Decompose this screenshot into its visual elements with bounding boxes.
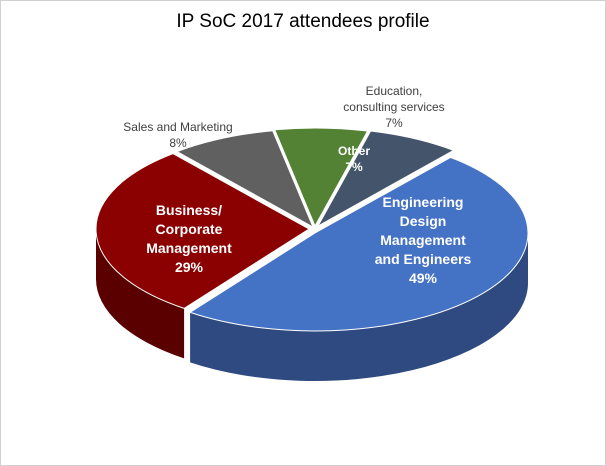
pie-slice — [273, 127, 369, 228]
slice-label-line: Engineering — [383, 194, 464, 210]
slice-label-line: Business/ — [156, 202, 222, 218]
pie-slice — [188, 156, 529, 332]
pie-slice — [175, 130, 315, 229]
slice-label: Business/Corporate Management 29% — [146, 202, 232, 275]
slice-percent: 7% — [385, 116, 403, 130]
slice-percent: 8% — [169, 136, 187, 150]
slice-label-line: Education, — [366, 84, 423, 98]
slice-label-line: and Engineers — [375, 251, 472, 267]
slice-label: Other 7% — [338, 144, 370, 174]
pie-slice — [316, 130, 455, 228]
slice-label: Sales and Marketing 8% — [123, 120, 232, 150]
pie-slice — [95, 153, 310, 309]
slice-percent: 29% — [175, 259, 204, 275]
slice-label-line: consulting services — [343, 100, 444, 114]
slice-label: Engineering Design Management and Engineers… — [375, 194, 472, 286]
slice-label-line: Design — [400, 213, 447, 229]
slice-label-line: Corporate — [156, 221, 223, 237]
pie-slice-side — [190, 233, 528, 382]
chart-title: IP SoC 2017 attendees profile — [176, 11, 430, 32]
slice-percent: 7% — [345, 160, 363, 174]
slice-label: Education, consulting services 7% — [343, 84, 444, 130]
slice-label-line: Other — [338, 144, 370, 158]
slice-label-line: Management — [146, 240, 232, 256]
slice-percent: 49% — [409, 270, 438, 286]
pie-slice-side — [96, 229, 185, 359]
slice-label-line: Sales and Marketing — [123, 120, 232, 134]
slice-label-line: Management — [380, 232, 466, 248]
